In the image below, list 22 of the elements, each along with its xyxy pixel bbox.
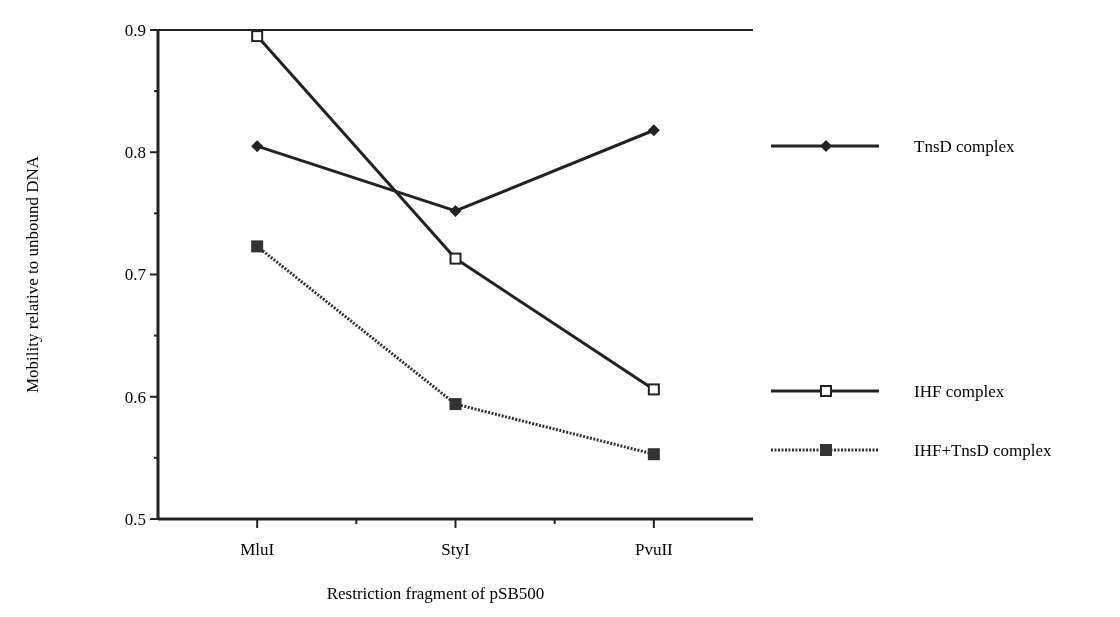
point: [251, 240, 264, 253]
text: IHF+TnsD complex: [914, 440, 1053, 460]
point: [647, 124, 660, 137]
point: [449, 252, 462, 265]
x-tick-label: MluI: [240, 540, 275, 559]
x-tick-label: PvuII: [634, 540, 674, 559]
point: [647, 383, 660, 396]
y-tick-label: 0.8: [124, 143, 146, 163]
y-tick-label: 0.6: [124, 387, 146, 407]
y-axis-title: Mobility relative to unbound DNA: [23, 155, 42, 394]
x-tick-label: StyI: [441, 540, 471, 559]
point: [449, 204, 462, 217]
point: [449, 398, 462, 411]
y-tick-label: 0.7: [124, 265, 147, 285]
point: [251, 30, 264, 43]
point: [647, 448, 660, 461]
text: IHF complex: [914, 381, 1005, 401]
text: TnsD complex: [914, 136, 1016, 156]
point: [251, 140, 264, 153]
y-tick-label: 0.5: [124, 509, 146, 529]
x-axis-title: Restriction fragment of pSB500: [326, 584, 545, 603]
y-tick-label: 0.9: [124, 20, 146, 40]
